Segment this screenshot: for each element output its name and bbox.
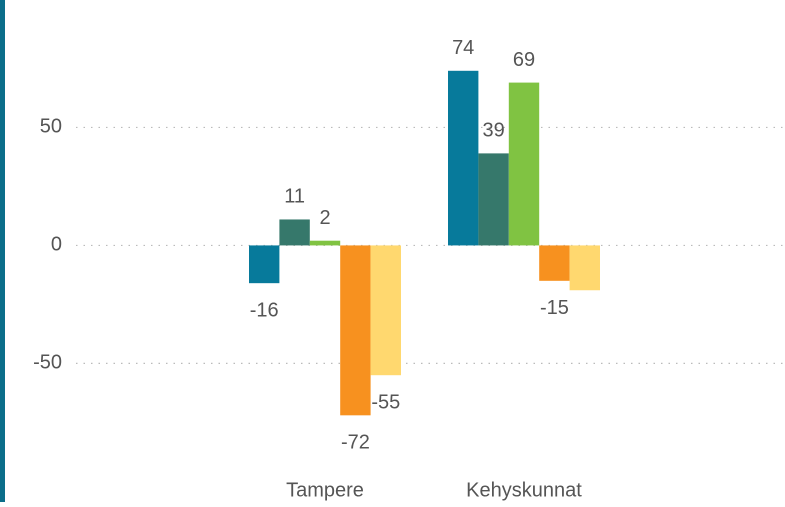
data-label: 39 bbox=[482, 120, 504, 142]
data-label: -16 bbox=[250, 299, 279, 321]
bar bbox=[539, 245, 570, 281]
bar bbox=[569, 245, 600, 291]
bar bbox=[508, 82, 540, 246]
bar bbox=[448, 70, 479, 246]
data-label: -72 bbox=[341, 432, 370, 454]
x-tick-label: Kehyskunnat bbox=[466, 479, 582, 501]
bar bbox=[370, 245, 401, 376]
bar bbox=[309, 240, 341, 246]
bar bbox=[478, 153, 509, 246]
x-tick-label: Tampere bbox=[286, 479, 364, 501]
y-tick-label: 50 bbox=[40, 116, 62, 138]
y-tick-label: 0 bbox=[51, 234, 62, 256]
bar bbox=[249, 245, 280, 284]
bar bbox=[279, 219, 310, 246]
data-label: -55 bbox=[371, 391, 400, 413]
data-label: 11 bbox=[284, 186, 305, 208]
bar bbox=[340, 245, 371, 416]
data-label: 74 bbox=[452, 37, 474, 59]
data-label: 69 bbox=[513, 49, 535, 71]
y-tick-label: -50 bbox=[33, 352, 62, 374]
left-border bbox=[0, 0, 5, 502]
data-label: 2 bbox=[319, 207, 330, 229]
data-label: -15 bbox=[540, 297, 569, 319]
